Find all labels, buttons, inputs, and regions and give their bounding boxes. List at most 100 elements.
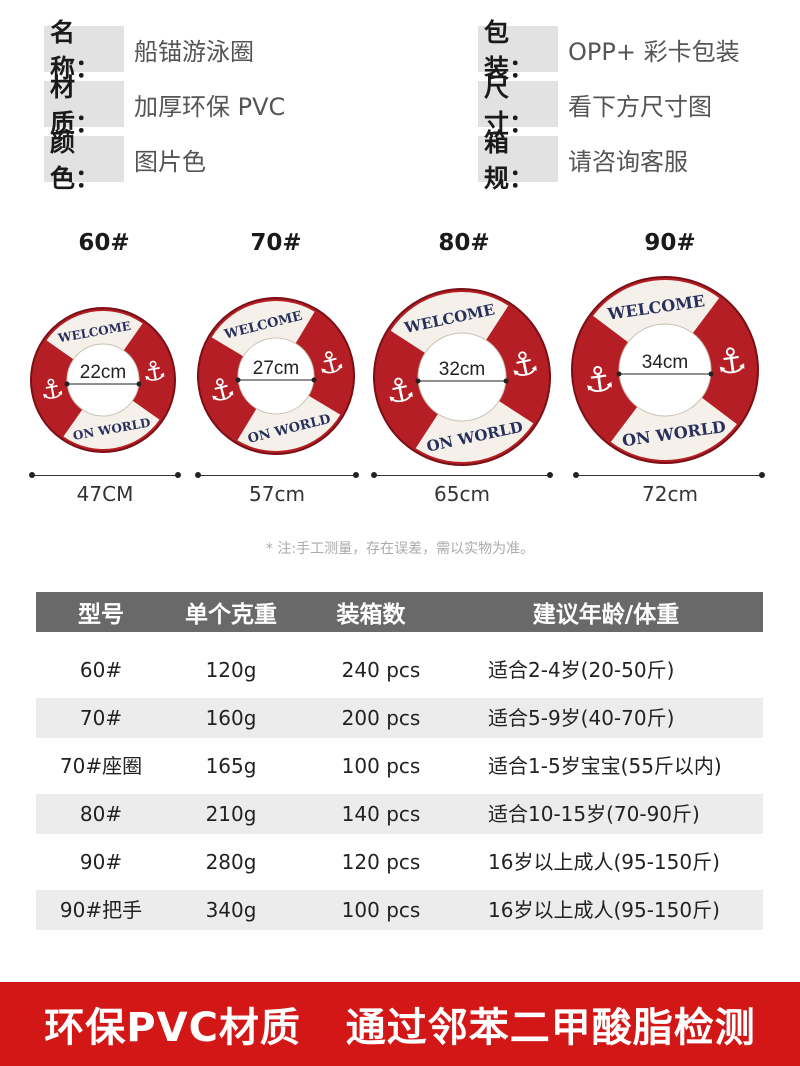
cell-box-qty: 140 pcs — [341, 802, 421, 826]
cell-weight: 120g — [205, 658, 257, 682]
spec-box-key: 箱规： — [478, 128, 558, 193]
cell-box-qty: 200 pcs — [341, 706, 421, 730]
ring-80-label: 80# — [438, 230, 490, 256]
spec-name: 名称： 船锚游泳圈 — [44, 18, 254, 83]
ring-60-label: 60# — [78, 230, 130, 256]
anchor-icon: ⚓ — [581, 359, 618, 403]
spec-box: 箱规： 请咨询客服 — [478, 128, 688, 193]
ring-70-label: 70# — [250, 230, 302, 256]
anchor-icon: ⚓ — [37, 373, 66, 408]
spec-material: 材质： 加厚环保 PVC — [44, 73, 286, 138]
cell-weight: 160g — [205, 706, 257, 730]
inner-dim-dot-left — [64, 381, 70, 387]
bottom-banner: 环保PVC材质 通过邻苯二甲酸脂检测 — [0, 982, 800, 1066]
banner-text: 环保PVC材质 通过邻苯二甲酸脂检测 — [44, 1005, 756, 1051]
spec-name-value: 船锚游泳圈 — [134, 37, 254, 66]
ring-80-dim-dot-left — [371, 472, 377, 478]
cell-model: 80# — [79, 802, 123, 826]
cell-weight: 280g — [205, 850, 257, 874]
ring-60-outer-size: 47CM — [76, 482, 134, 506]
spec-size-value: 看下方尺寸图 — [568, 92, 712, 121]
header-model: 型号 — [78, 602, 124, 628]
spec-package-value: OPP+ 彩卡包装 — [568, 37, 740, 66]
ring-80-dimension-line — [374, 475, 550, 476]
header-box-qty: 装箱数 — [336, 602, 406, 628]
ring-60-dimension-line — [32, 475, 178, 476]
inner-dim-dot-right — [136, 381, 142, 387]
table-row: 60# 120g 240 pcs 适合2-4岁(20-50斤) — [36, 650, 763, 690]
ring-60-dim-dot-left — [29, 472, 35, 478]
ring-90-dim-dot-right — [759, 472, 765, 478]
ring-60-dim-dot-right — [175, 472, 181, 478]
ring-70-outer-size: 57cm — [249, 482, 305, 506]
ring-inner-size: 32cm — [439, 359, 485, 380]
cell-model: 70# — [79, 706, 123, 730]
cell-model: 90#把手 — [59, 898, 143, 922]
table-row: 90#把手 340g 100 pcs 16岁以上成人(95-150斤) — [36, 890, 763, 930]
spec-box-value: 请咨询客服 — [568, 147, 688, 176]
ring-inner-size: 27cm — [253, 358, 299, 379]
inner-dim-dot-left — [235, 377, 241, 383]
spec-package: 包装： OPP+ 彩卡包装 — [478, 18, 740, 83]
cell-box-qty: 100 pcs — [341, 898, 421, 922]
cell-age-weight: 适合5-9岁(40-70斤) — [488, 706, 675, 730]
anchor-icon: ⚓ — [713, 340, 750, 384]
inner-dim-dot-right — [503, 378, 509, 384]
ring-70-dimension-line — [198, 475, 356, 476]
inner-dim-dot-left — [616, 371, 622, 377]
ring-80-dim-dot-right — [547, 472, 553, 478]
spec-size-key: 尺寸： — [478, 73, 558, 138]
inner-dim-dot-right — [708, 371, 714, 377]
cell-age-weight: 16岁以上成人(95-150斤) — [488, 850, 720, 874]
ring-90-outer-size: 72cm — [642, 482, 698, 506]
ring-inner-size: 22cm — [80, 362, 126, 383]
inner-dim-dot-left — [415, 378, 421, 384]
ring-90-label: 90# — [644, 230, 696, 256]
spec-package-key: 包装： — [478, 18, 558, 83]
ring-90-dimension-line — [576, 475, 762, 476]
ring-inner-size: 34cm — [642, 352, 688, 373]
spec-color-value: 图片色 — [134, 147, 206, 176]
table-row: 70# 160g 200 pcs 适合5-9岁(40-70斤) — [36, 698, 763, 738]
cell-weight: 210g — [205, 802, 257, 826]
cell-age-weight: 适合2-4岁(20-50斤) — [488, 658, 675, 682]
header-age-weight: 建议年龄/体重 — [532, 602, 680, 628]
cell-weight: 340g — [205, 898, 257, 922]
cell-model: 90# — [79, 850, 123, 874]
spec-color-key: 颜色： — [44, 128, 124, 193]
cell-model: 70#座圈 — [59, 754, 143, 778]
table-row: 70#座圈 165g 100 pcs 适合1-5岁宝宝(55斤以内) — [36, 746, 763, 786]
spec-name-key: 名称： — [44, 18, 124, 83]
table-header-row: 型号 单个克重 装箱数 建议年龄/体重 — [36, 592, 763, 632]
cell-weight: 165g — [205, 754, 257, 778]
cell-age-weight: 适合1-5岁宝宝(55斤以内) — [488, 754, 722, 778]
header-weight: 单个克重 — [185, 602, 277, 628]
table-row: 80# 210g 140 pcs 适合10-15岁(70-90斤) — [36, 794, 763, 834]
cell-box-qty: 240 pcs — [341, 658, 421, 682]
spec-material-value: 加厚环保 PVC — [134, 92, 286, 121]
spec-material-key: 材质： — [44, 73, 124, 138]
ring-90-dim-dot-left — [573, 472, 579, 478]
cell-box-qty: 120 pcs — [341, 850, 421, 874]
spec-size: 尺寸： 看下方尺寸图 — [478, 73, 712, 138]
anchor-icon: ⚓ — [140, 355, 169, 390]
cell-age-weight: 适合10-15岁(70-90斤) — [488, 802, 700, 826]
table-row: 90# 280g 120 pcs 16岁以上成人(95-150斤) — [36, 842, 763, 882]
inner-dim-dot-right — [311, 377, 317, 383]
measurement-note: * 注:手工测量，存在误差，需以实物为准。 — [265, 541, 535, 557]
cell-box-qty: 100 pcs — [341, 754, 421, 778]
cell-model: 60# — [79, 658, 123, 682]
spec-color: 颜色： 图片色 — [44, 128, 206, 193]
ring-70-dim-dot-left — [195, 472, 201, 478]
ring-70-dim-dot-right — [353, 472, 359, 478]
ring-80-outer-size: 65cm — [434, 482, 490, 506]
cell-age-weight: 16岁以上成人(95-150斤) — [488, 898, 720, 922]
